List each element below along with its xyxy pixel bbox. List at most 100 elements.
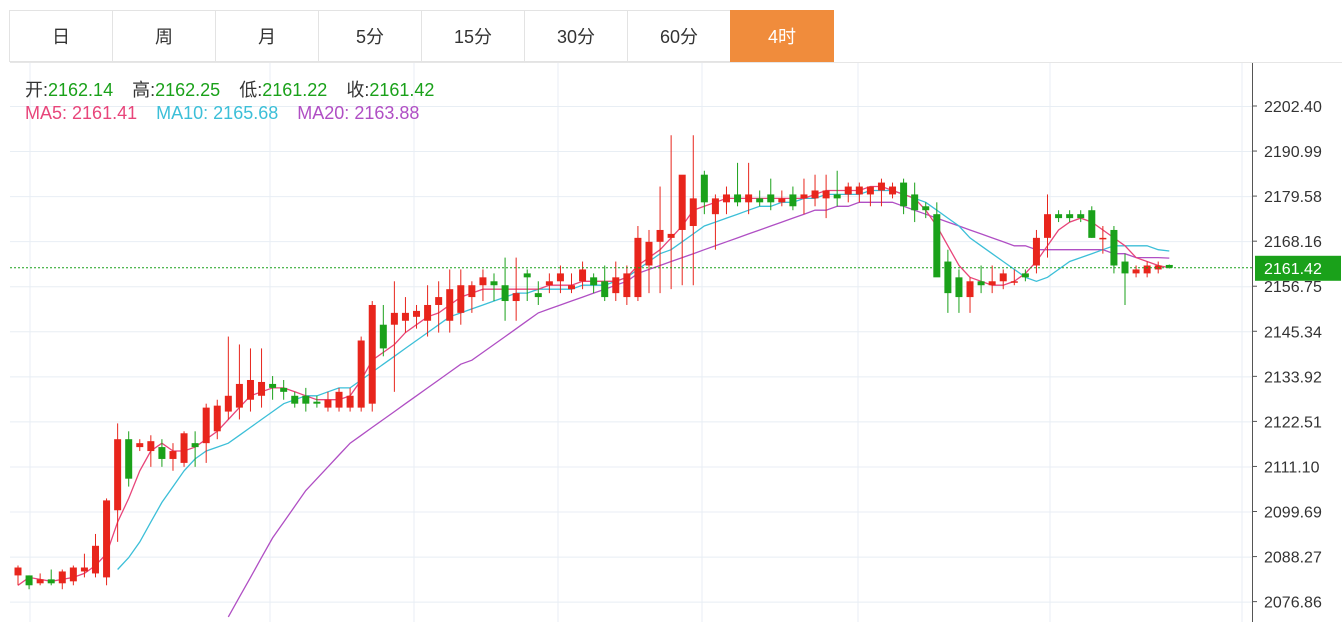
candle-body — [756, 198, 764, 203]
ma20-line — [227, 201, 1170, 618]
candle-body — [568, 285, 575, 290]
candle-body — [689, 198, 697, 227]
candle-body — [734, 194, 742, 203]
tab-2[interactable]: 月 — [215, 10, 319, 62]
candle-body — [1032, 237, 1040, 266]
candle-body — [368, 304, 376, 404]
candle-body — [14, 567, 22, 576]
candle-body — [1143, 265, 1151, 274]
candle-body — [1066, 214, 1074, 219]
candle-body — [335, 391, 343, 408]
candle-body — [379, 324, 387, 349]
candle-body — [778, 198, 786, 203]
high-value: 2162.25 — [155, 80, 221, 100]
high-readout: 高:2162.25 — [132, 80, 220, 100]
candle-body — [202, 407, 210, 444]
candle-body — [933, 214, 941, 278]
candle-body — [80, 567, 88, 572]
candle-body — [523, 273, 531, 278]
y-tick-label: 2111.10 — [1264, 459, 1320, 476]
candle-body — [291, 395, 299, 404]
candle-body — [811, 190, 819, 199]
candle-body — [745, 194, 753, 203]
ma20-value: 2163.88 — [354, 103, 420, 123]
tab-0[interactable]: 日 — [9, 10, 113, 62]
candle-body — [213, 405, 221, 432]
candle-body — [158, 447, 166, 459]
candle-body — [401, 312, 409, 321]
y-tick-label: 2190.99 — [1264, 144, 1322, 161]
ma20-readout: MA20: 2163.88 — [297, 103, 419, 123]
candle-body — [91, 545, 99, 574]
tab-3[interactable]: 5分 — [318, 10, 422, 62]
candle-body — [833, 194, 841, 199]
ma5-line — [17, 185, 1170, 586]
candle-body — [490, 281, 498, 286]
candle-body — [634, 237, 642, 298]
candle-body — [346, 395, 354, 408]
candle-body — [556, 273, 564, 282]
candle-body — [966, 281, 974, 298]
candle-body — [147, 441, 155, 452]
candle-body — [313, 401, 321, 404]
candle-body — [169, 451, 177, 459]
candle-body — [1121, 261, 1129, 274]
candle-body — [1010, 281, 1018, 283]
candle-body — [844, 186, 852, 195]
y-tick-label: 2099.69 — [1264, 504, 1322, 521]
candle-body — [324, 399, 332, 408]
y-tick-label: 2122.51 — [1264, 414, 1322, 431]
candle-body — [125, 439, 133, 479]
candle-body — [180, 433, 188, 463]
candle-body — [767, 194, 775, 203]
candle-body — [1077, 214, 1085, 219]
candle-body — [988, 281, 996, 286]
candle-body — [800, 194, 808, 199]
tab-1[interactable]: 周 — [112, 10, 216, 62]
tab-5[interactable]: 30分 — [524, 10, 628, 62]
candle-body — [667, 233, 675, 238]
candle-body — [512, 293, 520, 302]
current-price-badge — [1255, 255, 1341, 281]
candle-body — [944, 261, 952, 294]
ma20-label: MA20: — [297, 103, 350, 123]
ma5-value: 2161.41 — [72, 103, 138, 123]
candle-body — [722, 194, 730, 203]
ma10-value: 2165.68 — [213, 103, 279, 123]
candle-body — [855, 186, 863, 195]
tab-4[interactable]: 15分 — [421, 10, 525, 62]
candle-body — [866, 186, 874, 195]
current-price-label: 2161.42 — [1264, 261, 1322, 278]
candle-body — [1099, 237, 1107, 240]
candle-body — [424, 304, 432, 321]
candle-body — [877, 182, 885, 191]
candle-body — [1132, 269, 1140, 274]
y-tick-label: 2156.75 — [1264, 279, 1322, 296]
open-label: 开: — [25, 80, 49, 100]
candle-body — [1021, 273, 1029, 278]
candle-body — [623, 273, 631, 298]
candle-body — [258, 381, 266, 396]
high-label: 高: — [132, 80, 156, 100]
candle-body — [457, 285, 465, 313]
tab-6[interactable]: 60分 — [627, 10, 731, 62]
candle-body — [955, 277, 963, 298]
ma10-label: MA10: — [156, 103, 209, 123]
tab-7[interactable]: 4时 — [730, 10, 834, 62]
candle-body — [413, 310, 421, 317]
close-label: 收: — [346, 80, 370, 100]
open-readout: 开:2162.14 — [25, 80, 113, 100]
candle-body — [357, 340, 365, 408]
candle-body — [711, 198, 719, 215]
candle-body — [224, 395, 232, 412]
candle-body — [1110, 229, 1118, 266]
candle-body — [1055, 214, 1063, 219]
candle-body — [656, 229, 664, 242]
candle-body — [246, 379, 254, 400]
ma10-line — [117, 189, 1170, 570]
candle-body — [501, 285, 509, 302]
low-label: 低: — [239, 80, 263, 100]
candle-body — [545, 281, 553, 286]
candle-body — [58, 571, 66, 584]
